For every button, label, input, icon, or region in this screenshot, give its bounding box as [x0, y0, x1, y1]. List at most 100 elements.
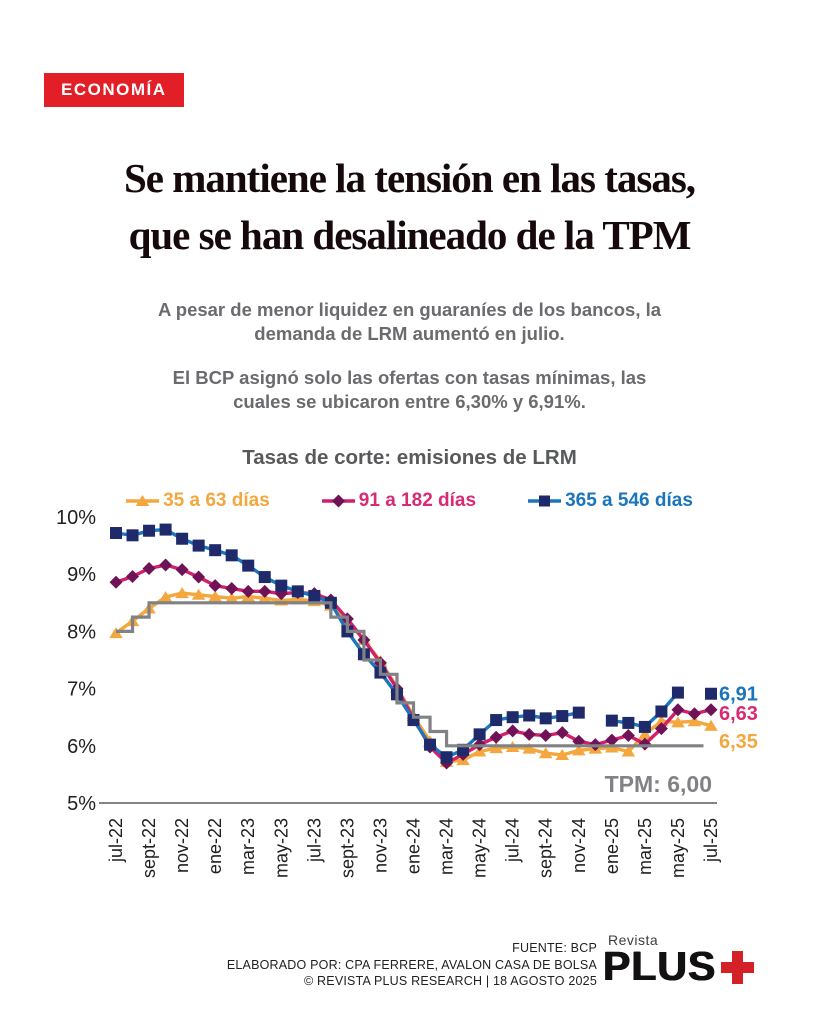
marker-diamond [489, 730, 503, 744]
marker-triangle [175, 587, 189, 599]
marker-square [176, 532, 189, 545]
x-tick-label: sept-22 [139, 818, 159, 878]
x-tick-label: sept-24 [536, 818, 556, 878]
marker-triangle [555, 748, 570, 760]
title-line-2: que se han desalineado de la TPM [128, 212, 692, 258]
footer-copyright: © REVISTA PLUS RESEARCH | 18 AGOSTO 2025 [303, 974, 597, 988]
marker-diamond [175, 563, 189, 577]
marker-triangle [571, 744, 586, 756]
x-tick-label: mar-25 [635, 818, 655, 875]
marker-square [655, 705, 668, 718]
marker-square [638, 720, 651, 733]
marker-square [440, 751, 453, 764]
marker-diamond [605, 733, 619, 747]
marker-diamond [208, 579, 222, 593]
series-end-label: 6,63 [719, 703, 758, 725]
x-tick-label: ene-24 [404, 818, 424, 874]
x-tick-label: may-24 [470, 818, 490, 878]
logo-plus-icon [721, 951, 754, 984]
x-tick-label: may-25 [668, 818, 688, 878]
legend-item: 35 a 63 días [126, 490, 270, 512]
marker-triangle [208, 590, 222, 602]
marker-square [605, 714, 618, 727]
marker-triangle [704, 719, 718, 731]
marker-triangle [687, 715, 702, 727]
title-line-1: Se mantiene la tensión en las tasas, [123, 155, 696, 201]
x-tick-label: jul-23 [304, 818, 324, 863]
series-end-label: 6,35 [719, 731, 758, 753]
marker-diamond [704, 703, 718, 717]
page-title: Se mantiene la tensión en las tasas, que … [0, 150, 819, 264]
y-tick-label: 7% [67, 679, 96, 701]
marker-diamond [506, 724, 520, 738]
subtitle-2-line-2: cuales se ubicaron entre 6,30% y 6,91%. [233, 391, 586, 412]
marker-square [308, 589, 321, 602]
marker-square [209, 544, 222, 557]
marker-square [539, 712, 552, 725]
x-tick-label: nov-22 [172, 818, 192, 873]
y-tick-label: 6% [67, 736, 96, 758]
subtitle-paragraph-2: El BCP asignó solo las ofertas con tasas… [0, 366, 819, 414]
marker-triangle [621, 745, 636, 757]
marker-diamond [126, 569, 140, 583]
marker-square [424, 738, 437, 751]
marker-square [671, 686, 684, 699]
logo-revista-text: Revista [608, 932, 659, 948]
series-line-tpm [116, 601, 704, 748]
y-tick-label: 10% [56, 507, 96, 529]
marker-square [556, 710, 569, 723]
logo-plus-text: PLUS [603, 943, 717, 989]
marker-square [110, 527, 122, 540]
marker-triangle [158, 591, 173, 603]
x-tick-label: sept-23 [337, 818, 357, 878]
marker-triangle [489, 742, 503, 754]
section-badge: ECONOMÍA [44, 73, 184, 107]
marker-square [572, 706, 585, 719]
marker-square [490, 714, 503, 727]
legend-label: 91 a 182 días [358, 490, 477, 511]
x-tick-label: may-23 [271, 818, 291, 878]
marker-diamond [225, 582, 239, 595]
marker-triangle [638, 728, 652, 740]
marker-square [275, 579, 288, 592]
marker-square [225, 549, 238, 562]
marker-diamond [687, 707, 701, 721]
subtitle-1-line-2: demanda de LRM aumentó en julio. [254, 323, 565, 344]
marker-diamond [142, 561, 156, 575]
chart-legend: 35 a 63 días 91 a 182 días 365 a 546 días [0, 490, 819, 512]
marker-square [705, 687, 717, 700]
x-tick-label: mar-23 [238, 818, 258, 875]
marker-square [242, 559, 255, 572]
marker-diamond [109, 575, 123, 589]
footer-elaborated-by: ELABORADO POR: CPA FERRERE, AVALON CASA … [226, 957, 597, 972]
marker-diamond [192, 570, 206, 584]
marker-triangle [522, 742, 536, 754]
subtitle-1-line-1: A pesar de menor liquidez en guaraníes d… [157, 299, 662, 320]
y-tick-label: 9% [67, 564, 96, 586]
marker-diamond [539, 729, 553, 743]
footer-credits: FUENTE: BCP ELABORADO POR: CPA FERRERE, … [227, 940, 597, 990]
legend-label: 365 a 546 días [565, 490, 693, 511]
marker-square [159, 523, 172, 536]
legend-label: 35 a 63 días [163, 490, 270, 511]
marker-diamond [621, 729, 635, 743]
marker-square [506, 711, 519, 724]
footer-source: FUENTE: BCP [512, 941, 597, 955]
legend-marker-square-icon [528, 495, 562, 507]
marker-diamond [522, 727, 536, 741]
marker-square [622, 716, 635, 729]
marker-diamond [555, 726, 569, 740]
marker-square [192, 539, 205, 552]
x-tick-label: nov-24 [569, 818, 589, 873]
legend-marker-triangle-icon [126, 495, 160, 506]
legend-item: 91 a 182 días [321, 490, 477, 512]
marker-square [143, 524, 156, 537]
legend-marker-diamond-icon [321, 494, 355, 508]
y-tick-label: 5% [67, 793, 96, 815]
marker-diamond [654, 722, 668, 736]
x-tick-label: ene-22 [205, 818, 225, 874]
tpm-annotation: TPM: 6,00 [605, 771, 712, 797]
x-tick-label: jul-25 [701, 818, 721, 863]
